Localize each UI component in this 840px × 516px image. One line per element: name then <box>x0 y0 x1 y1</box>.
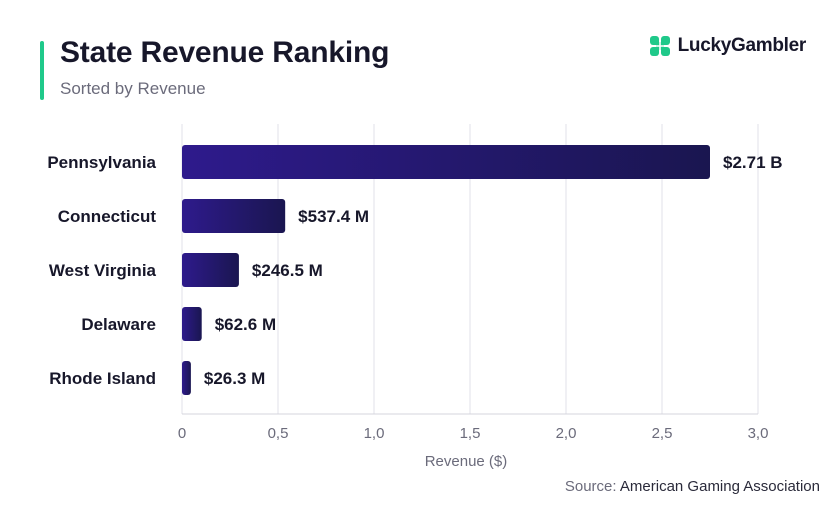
x-tick-label: 2,0 <box>556 425 577 442</box>
brand-logo[interactable]: LuckyGambler <box>648 34 806 58</box>
bar-pennsylvania[interactable] <box>182 145 710 179</box>
labels: Pennsylvania $2.71 B Connecticut $537.4 M We… <box>47 153 782 388</box>
x-tick-label: 1,5 <box>460 425 481 442</box>
x-tick-label: 0,5 <box>268 425 289 442</box>
data-label: $26.3 M <box>204 369 265 388</box>
source-name: American Gaming Association <box>619 478 820 495</box>
category-label: West Virginia <box>49 261 157 280</box>
category-label: Delaware <box>81 315 156 334</box>
data-label: $537.4 M <box>298 207 369 226</box>
source-note: Source: American Gaming Association <box>565 478 820 495</box>
clover-icon <box>649 36 670 56</box>
data-label: $62.6 M <box>215 315 276 334</box>
chart-title: State Revenue Ranking <box>60 36 390 69</box>
data-label: $2.71 B <box>723 153 783 172</box>
bar-connecticut[interactable] <box>182 199 286 233</box>
x-axis-title: Revenue ($) <box>425 453 508 470</box>
category-label: Pennsylvania <box>47 153 156 172</box>
data-label: $246.5 M <box>252 261 323 280</box>
bar-delaware[interactable] <box>182 307 202 341</box>
category-label: Rhode Island <box>49 369 156 388</box>
title-accent-bar <box>40 41 44 100</box>
brand-name: LuckyGambler <box>677 35 807 56</box>
bars <box>182 145 710 395</box>
x-tick-label: 2,5 <box>652 425 673 442</box>
source-prefix: Source: <box>564 478 617 495</box>
bar-west-virginia[interactable] <box>182 253 239 287</box>
category-label: Connecticut <box>58 207 157 226</box>
bar-rhode-island[interactable] <box>182 361 191 395</box>
x-tick-label: 0 <box>178 425 186 442</box>
x-tick-label: 1,0 <box>364 425 385 442</box>
x-tick-label: 3,0 <box>748 425 769 442</box>
chart-subtitle: Sorted by Revenue <box>60 79 206 98</box>
